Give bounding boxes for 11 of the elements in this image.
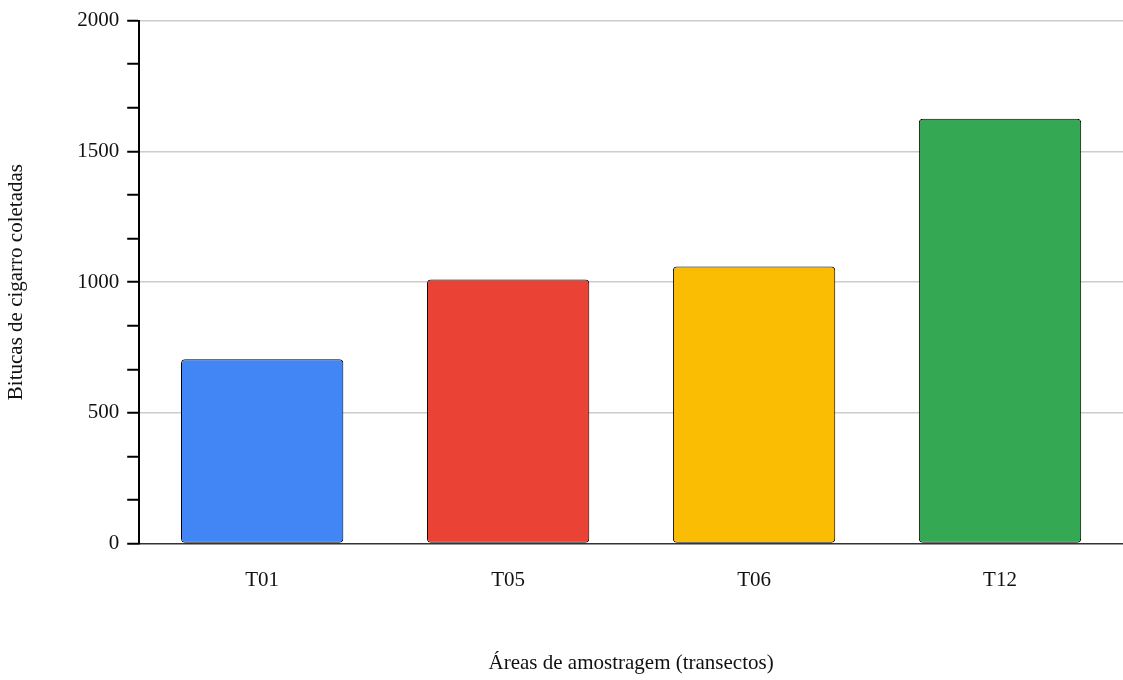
x-tick-label: T05 <box>491 566 526 591</box>
y-tick-label: 500 <box>87 399 120 424</box>
y-axis-title: Bitucas de cigarro coletadas <box>3 164 28 401</box>
x-axis-title: Áreas de amostragem (transectos) <box>488 649 774 674</box>
x-tick-label: T12 <box>983 566 1017 591</box>
y-tick-label: 2000 <box>77 7 120 32</box>
x-tick-label: T01 <box>245 566 280 591</box>
y-tick-label: 1000 <box>77 268 120 293</box>
y-tick-label: 0 <box>108 530 120 555</box>
x-tick-label: T06 <box>737 566 771 591</box>
y-tick-label: 1500 <box>77 137 120 162</box>
